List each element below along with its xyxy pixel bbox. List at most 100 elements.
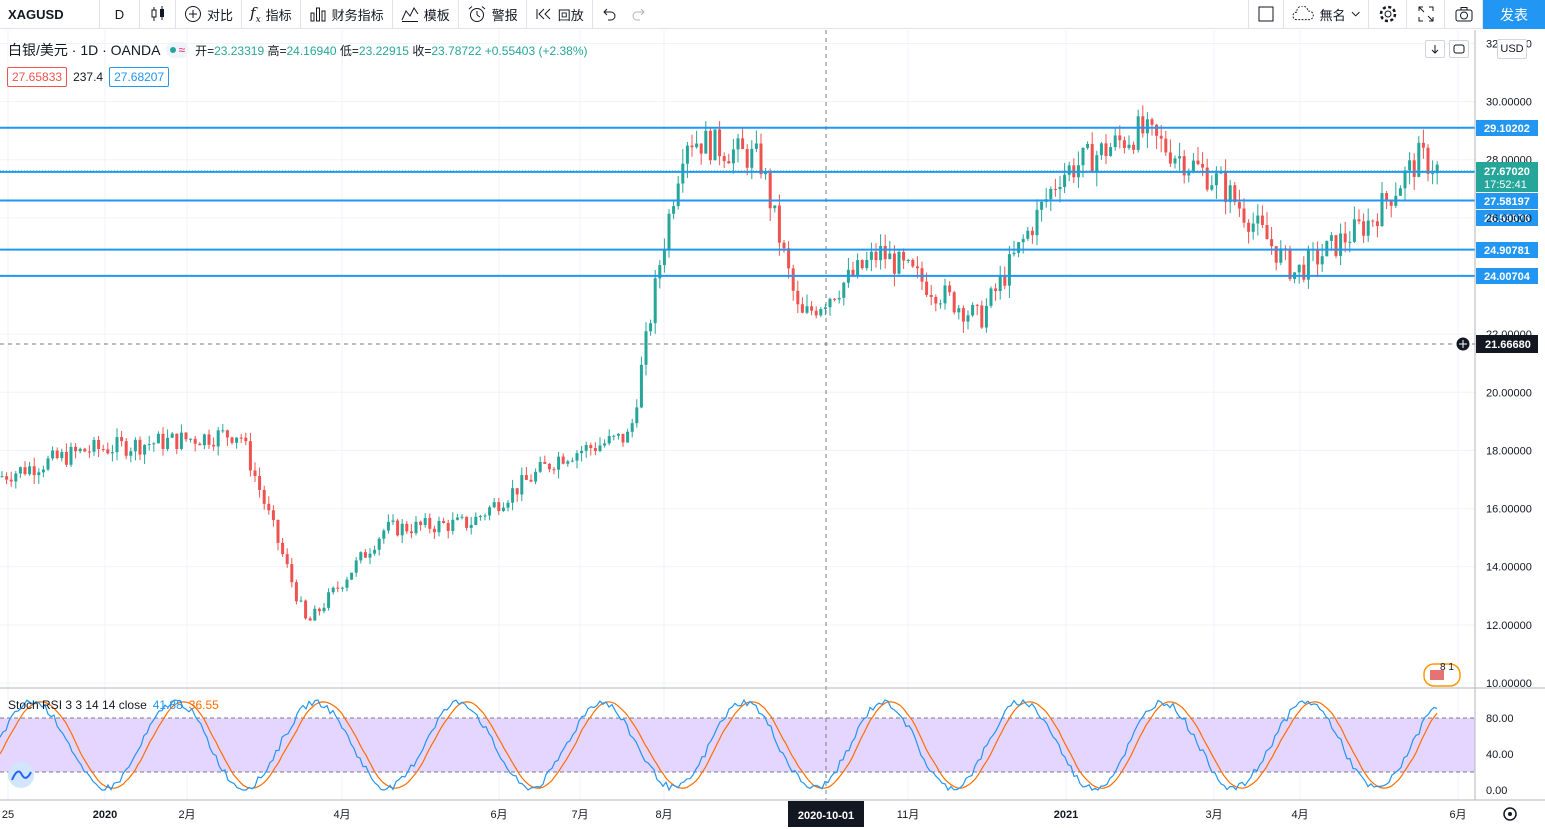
candle-body [225, 430, 229, 438]
layout-select-button[interactable] [1248, 0, 1284, 29]
candle-body [1122, 140, 1126, 148]
candle-body [948, 285, 952, 293]
time-tick-label: 11月 [897, 809, 919, 821]
candle-body [124, 441, 128, 456]
candle-body [501, 507, 505, 512]
candle-body [166, 437, 170, 449]
price-axis[interactable]: 32.0000030.0000028.0000026.0000022.00000… [1486, 38, 1532, 690]
currency-button[interactable]: USD [1497, 39, 1527, 59]
candle-body [409, 531, 413, 534]
stoch-name[interactable]: Stoch RSI 3 3 14 14 close [8, 698, 147, 712]
candle-body [819, 309, 823, 316]
candle-body [957, 308, 961, 313]
candle-body [455, 517, 459, 520]
level-label-bg [1476, 120, 1538, 136]
bid-badge[interactable]: 27.65833 [7, 67, 68, 87]
interval-label: D [114, 6, 125, 22]
time-tick-label: 2020 [93, 809, 117, 821]
candle-body [626, 431, 630, 443]
candle-body [644, 331, 648, 365]
candle-body [856, 260, 860, 276]
candle-body [97, 439, 101, 449]
candle-body [1021, 238, 1025, 243]
candle-body [593, 448, 597, 452]
candle-body [189, 438, 193, 440]
compare-label: 对比 [207, 7, 234, 23]
time-tick-label: 3月 [1205, 809, 1222, 821]
candle-body [147, 444, 151, 446]
time-tick-label: 4月 [333, 809, 350, 821]
undo-icon[interactable] [601, 6, 617, 22]
candle-body [1260, 215, 1264, 225]
candle-body [837, 297, 841, 300]
candle-body [888, 253, 892, 260]
candle-body [1389, 200, 1393, 206]
candle-body [975, 304, 979, 306]
alert-button[interactable]: 警报 [459, 0, 527, 29]
candle-body [1164, 138, 1168, 153]
candle-body [1178, 156, 1182, 159]
rewind-icon [536, 8, 551, 20]
compare-button[interactable]: 对比 [176, 0, 243, 29]
redo-icon[interactable] [631, 6, 647, 22]
candle-body [520, 475, 524, 495]
candle-body [699, 143, 703, 154]
candle-body [340, 587, 344, 589]
candle-body [1081, 147, 1085, 166]
candle-body [1265, 224, 1269, 240]
candle-body [823, 307, 827, 310]
candle-body [1099, 143, 1103, 156]
candle-body [276, 520, 280, 543]
candle-body [971, 304, 975, 316]
candle-body [722, 156, 726, 162]
replay-button[interactable]: 回放 [527, 0, 593, 29]
candle-body [805, 306, 809, 313]
candle-body [1109, 147, 1113, 157]
symbol-title[interactable]: 白银/美元 · 1D · OANDA [8, 42, 161, 58]
time-axis[interactable]: 25 2020 2月 4月 6月 7月 8月 11月 2021 3月 4月 6月 [2, 809, 1467, 821]
chart-type-button[interactable] [140, 0, 176, 29]
indicators-button[interactable]: fx 指标 [242, 0, 301, 29]
candle-body [676, 183, 680, 207]
candle-body [695, 143, 699, 148]
candle-body [1242, 208, 1246, 223]
settings-corner[interactable] [1503, 807, 1517, 821]
financials-button[interactable]: 财务指标 [301, 0, 393, 29]
horizontal-levels[interactable]: 29.10202 27.58197 26.59676 24.90781 24.00704 [0, 120, 1538, 284]
maximize-pane-button[interactable] [1449, 40, 1469, 58]
candle-body [511, 488, 515, 503]
stoch-axis[interactable]: 80.00 40.00 0.00 [1486, 713, 1514, 797]
interval-button[interactable]: D [100, 0, 140, 29]
candle-body [1118, 135, 1122, 141]
fullscreen-button[interactable] [1407, 0, 1445, 29]
ask-badge[interactable]: 27.68207 [109, 67, 170, 87]
stoch-d-value: 36.55 [188, 698, 219, 712]
candle-body [262, 489, 266, 504]
events-badge-group[interactable]: 8 1 [1423, 662, 1461, 687]
price-tick-label: 10.00000 [1486, 678, 1532, 690]
settings-button[interactable] [1369, 0, 1407, 29]
candle-body [368, 553, 372, 558]
candle-body [244, 437, 248, 442]
symbol-search[interactable]: XAGUSD [0, 0, 100, 29]
candle-body [598, 445, 602, 452]
candle-body [580, 450, 584, 454]
candle-body [621, 433, 625, 443]
candle-body [566, 461, 570, 464]
publish-button[interactable]: 发表 [1483, 0, 1545, 29]
candle-body [925, 281, 929, 295]
candle-body [1348, 241, 1352, 243]
candle-body [83, 448, 87, 452]
snapshot-button[interactable] [1445, 0, 1483, 29]
candle-body [207, 434, 211, 445]
crosshair-date-label-group: 2020-10-01 [788, 801, 864, 827]
alert-label: 警报 [491, 7, 518, 23]
candle-body [1403, 170, 1407, 189]
templates-button[interactable]: 模板 [393, 0, 459, 29]
candle-body [534, 471, 538, 482]
save-layout-button[interactable]: 無名 [1284, 0, 1369, 29]
price-chart[interactable]: 29.10202 27.58197 26.59676 24.90781 24.00704… [0, 30, 1545, 829]
candle-body [731, 149, 735, 164]
chart-settings-icon[interactable] [1503, 807, 1517, 821]
scroll-down-button[interactable] [1425, 40, 1445, 58]
